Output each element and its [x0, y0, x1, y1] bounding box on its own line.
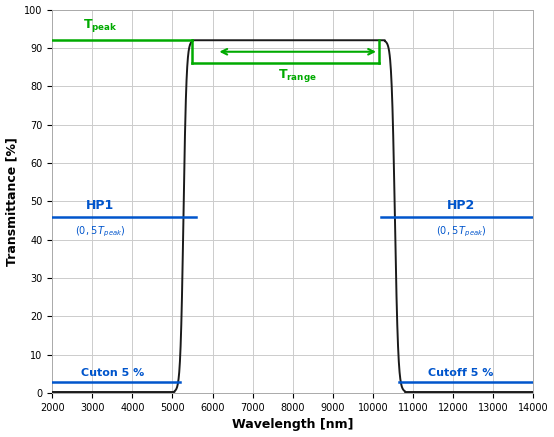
X-axis label: Wavelength [nm]: Wavelength [nm] [232, 419, 353, 431]
Text: HP1: HP1 [86, 199, 115, 212]
Text: HP2: HP2 [447, 199, 475, 212]
Text: $\mathbf{T_{peak}}$: $\mathbf{T_{peak}}$ [83, 17, 117, 35]
Text: Cuton 5 %: Cuton 5 % [81, 368, 144, 378]
Y-axis label: Transmittance [%]: Transmittance [%] [6, 137, 18, 266]
Text: Cutoff 5 %: Cutoff 5 % [428, 368, 494, 378]
Text: $(0,5\,T_{peak})$: $(0,5\,T_{peak})$ [75, 224, 126, 239]
Text: $\mathbf{T_{range}}$: $\mathbf{T_{range}}$ [278, 67, 317, 84]
Text: $(0,5\,T_{peak})$: $(0,5\,T_{peak})$ [435, 224, 486, 239]
